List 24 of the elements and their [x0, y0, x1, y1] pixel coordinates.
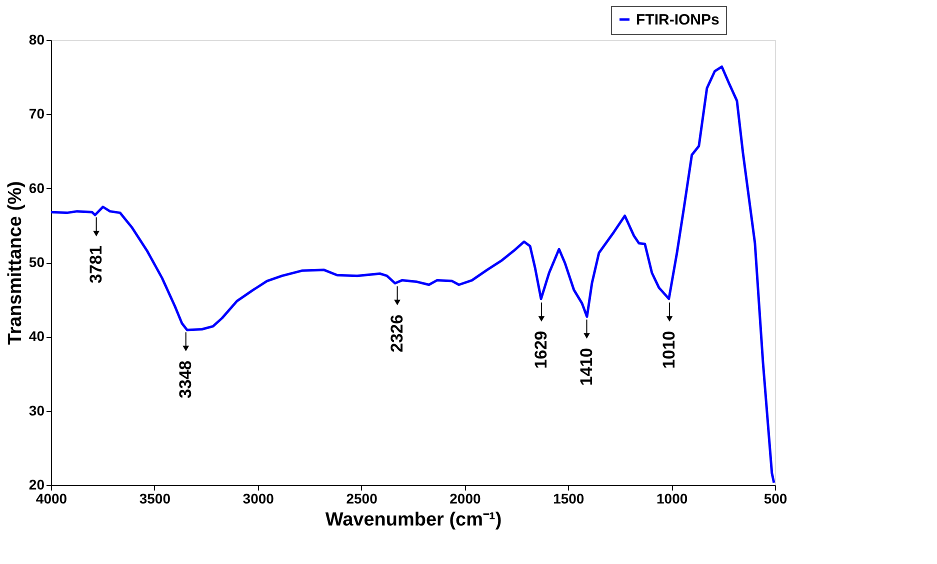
x-axis-title: Wavenumber (cm⁻¹) [325, 510, 502, 530]
legend-label: FTIR-IONPs [636, 12, 720, 28]
y-tick-label: 40 [28, 328, 45, 344]
annotation: 1629 [531, 330, 550, 369]
annotation: 3348 [176, 360, 195, 398]
annotation: 1010 [660, 330, 679, 369]
x-tick-label: 4000 [36, 490, 68, 506]
x-tick-label: 3000 [242, 490, 274, 506]
y-tick-label: 60 [28, 180, 45, 196]
x-tick-label: 1000 [656, 490, 688, 506]
y-tick-label: 20 [28, 476, 45, 492]
annotation: 3781 [86, 246, 106, 284]
x-tick-label: 3500 [139, 490, 171, 506]
x-tick-label: 1500 [553, 490, 584, 506]
x-tick-label: 2000 [450, 490, 481, 506]
y-tick-label: 50 [28, 254, 45, 270]
y-tick-label: 70 [28, 106, 45, 122]
annotation: 2326 [387, 314, 406, 352]
x-tick-label: 2500 [346, 490, 378, 506]
annotation: 1410 [576, 348, 596, 386]
x-tick-label: 500 [764, 490, 788, 506]
y-axis-title: Transmittance (%) [4, 181, 26, 345]
y-tick-label: 80 [28, 32, 45, 48]
y-tick-label: 30 [28, 402, 45, 418]
